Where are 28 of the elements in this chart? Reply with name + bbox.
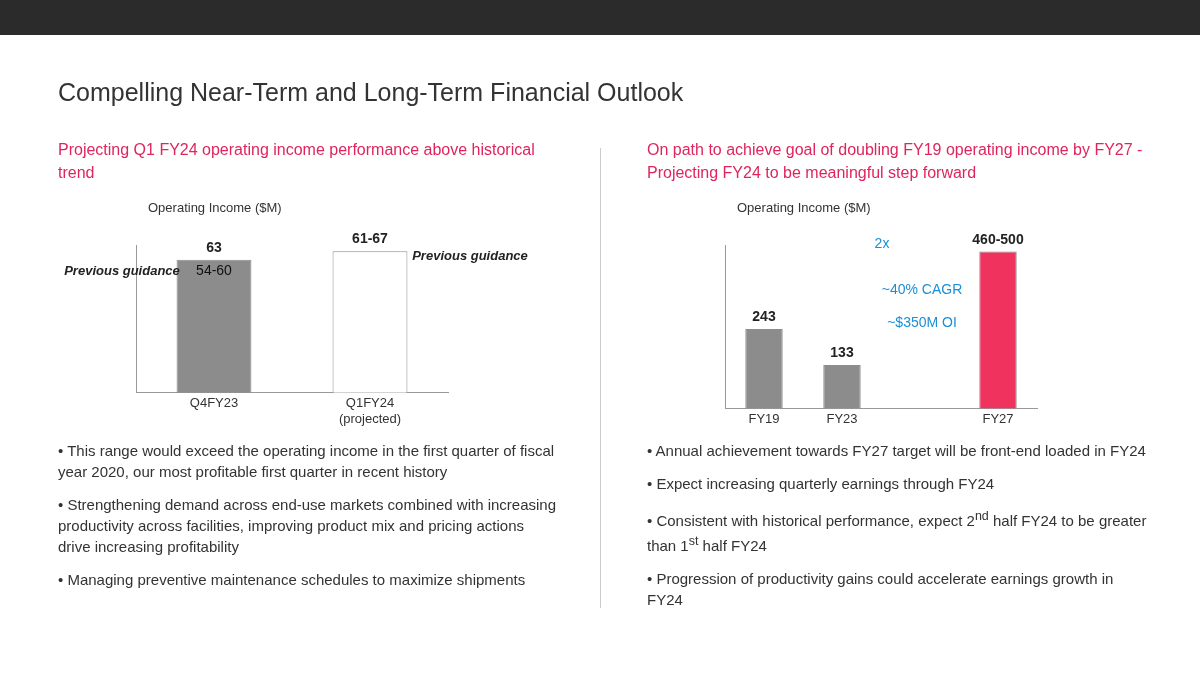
text: 2x xyxy=(874,235,890,252)
data-label: 243 xyxy=(752,307,776,324)
annotation: ~$350M OI xyxy=(887,313,957,330)
x-tick-label: FY23 xyxy=(826,410,858,426)
text: • Strengthening demand across end-use markets combined with increasing productivity across facilities, improving product mix and pricing actions drive increasing profitability xyxy=(58,495,558,557)
data-label: 460-500 xyxy=(972,230,1024,247)
text: • Progression of productivity gains could accelerate earnings growth in FY24 xyxy=(647,569,1115,610)
y-axis-title: Operating Income ($M) xyxy=(737,200,872,215)
y-axis-title: Operating Income ($M) xyxy=(148,200,283,215)
x-tick-label: Q1FY24 (projected) xyxy=(338,395,402,426)
annotation: 54-60 xyxy=(196,261,233,278)
data-label: 61-67 xyxy=(352,230,389,247)
annotation: ~40% CAGR xyxy=(881,281,963,298)
text: • Annual achievement towards FY27 target will be front-end loaded in FY24 xyxy=(647,441,1147,461)
chart-title: Compelling Near-Term and Long-Term Financial Outlook xyxy=(58,78,684,107)
x-tick-label: FY27 xyxy=(982,410,1014,426)
text: • Expect increasing quarterly earnings through FY24 xyxy=(647,474,996,494)
x-tick-label: FY19 xyxy=(748,410,780,426)
x-tick-label: Q4FY23 xyxy=(189,395,239,411)
annotation: Previous guidance xyxy=(64,262,180,278)
text: • Consistent with historical performance, expect 2$^{nd}$ half FY24 to be greater than 1$^{st}$ half FY24 xyxy=(647,509,1147,554)
chart-subtitle: On path to achieve goal of doubling FY19 operating income by FY27 - Projecting FY24 to be meaningful step forward xyxy=(647,140,1144,183)
text: • This range would exceed the operating income in the first quarter of fiscal year 2020, our most profitable first quarter in recent history xyxy=(58,441,556,482)
text: • Managing preventive maintenance schedules to maximize shipments xyxy=(58,570,527,590)
data-label: 63 xyxy=(206,238,222,255)
chart-subtitle: Projecting Q1 FY24 operating income performance above historical trend xyxy=(58,140,536,183)
data-label: 133 xyxy=(830,343,854,360)
annotation: Previous guidance xyxy=(412,247,528,263)
